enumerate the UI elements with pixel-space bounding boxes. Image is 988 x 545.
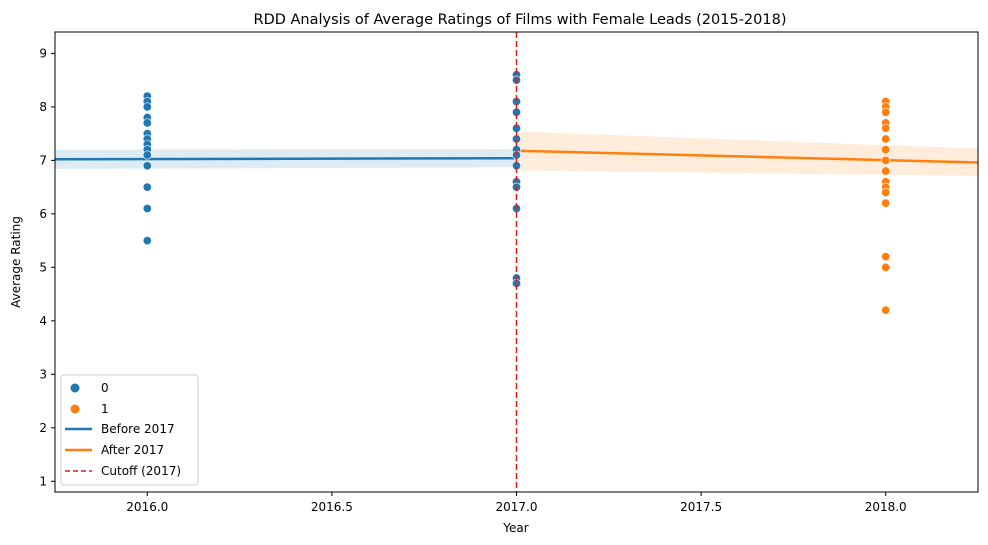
y-tick-label-5: 6 bbox=[39, 207, 47, 221]
scatter-point-s1-8 bbox=[881, 166, 891, 176]
scatter-point-s1-2 bbox=[881, 107, 891, 117]
scatter-point-s1-12 bbox=[881, 198, 891, 208]
scatter-point-s1-4 bbox=[881, 123, 891, 133]
scatter-point-s0-4 bbox=[142, 118, 152, 128]
y-tick-label-0: 1 bbox=[39, 474, 47, 488]
regression-line-2 bbox=[55, 156, 517, 161]
y-tick-label-1: 2 bbox=[39, 421, 47, 435]
x-tick-label-3: 2017.5 bbox=[680, 500, 722, 514]
x-tick-label-2: 2017.0 bbox=[496, 500, 538, 514]
scatter-point-s0-11 bbox=[142, 182, 152, 192]
scatter-point-s0-13 bbox=[142, 236, 152, 246]
legend-frame bbox=[60, 374, 199, 486]
y-axis: 1 2 3 4 5 6 7 8 9 bbox=[39, 46, 55, 488]
legend: 0 1 Before 2017 After 2017 Cutoff (2017) bbox=[60, 374, 199, 486]
y-axis-title: Average Rating bbox=[9, 216, 23, 308]
scatter-point-s0-12 bbox=[142, 204, 152, 214]
scatter-point-s1-5 bbox=[881, 134, 891, 144]
legend-label-before: Before 2017 bbox=[101, 422, 175, 436]
y-tick-label-4: 5 bbox=[39, 260, 47, 274]
legend-marker-1 bbox=[70, 404, 80, 414]
y-tick-label-2: 3 bbox=[39, 367, 47, 381]
chart-title: RDD Analysis of Average Ratings of Films… bbox=[254, 12, 787, 28]
scatter-point-s1-7 bbox=[881, 155, 891, 165]
y-tick-label-6: 7 bbox=[39, 153, 47, 167]
x-tick-label-0: 2016.0 bbox=[126, 500, 168, 514]
scatter-point-s1-13 bbox=[881, 252, 891, 262]
y-tick-label-8: 9 bbox=[39, 46, 47, 60]
legend-label-cutoff: Cutoff (2017) bbox=[101, 464, 181, 478]
x-tick-label-4: 2018.0 bbox=[865, 500, 907, 514]
regression-lines bbox=[55, 149, 978, 164]
x-axis: 2016.0 2016.5 2017.0 2017.5 2018.0 bbox=[126, 492, 907, 514]
x-tick-label-1: 2016.5 bbox=[311, 500, 353, 514]
scatter-point-s1-6 bbox=[881, 145, 891, 155]
legend-label-0: 0 bbox=[101, 381, 109, 395]
scatter-point-s0-2 bbox=[142, 102, 152, 112]
y-tick-label-7: 8 bbox=[39, 100, 47, 114]
scatter-point-s1-15 bbox=[881, 305, 891, 315]
x-axis-title: Year bbox=[502, 521, 528, 535]
regression-line-3 bbox=[516, 149, 978, 164]
legend-label-1: 1 bbox=[101, 402, 109, 416]
scatter-point-s0-10 bbox=[142, 161, 152, 171]
confidence-band-3 bbox=[516, 131, 978, 176]
scatter-point-s0-9 bbox=[142, 150, 152, 160]
scatter-points bbox=[142, 70, 891, 315]
legend-marker-0 bbox=[70, 383, 80, 393]
y-tick-label-3: 4 bbox=[39, 314, 47, 328]
legend-label-after: After 2017 bbox=[101, 443, 164, 457]
scatter-point-s1-11 bbox=[881, 187, 891, 197]
scatter-point-s1-14 bbox=[881, 262, 891, 272]
